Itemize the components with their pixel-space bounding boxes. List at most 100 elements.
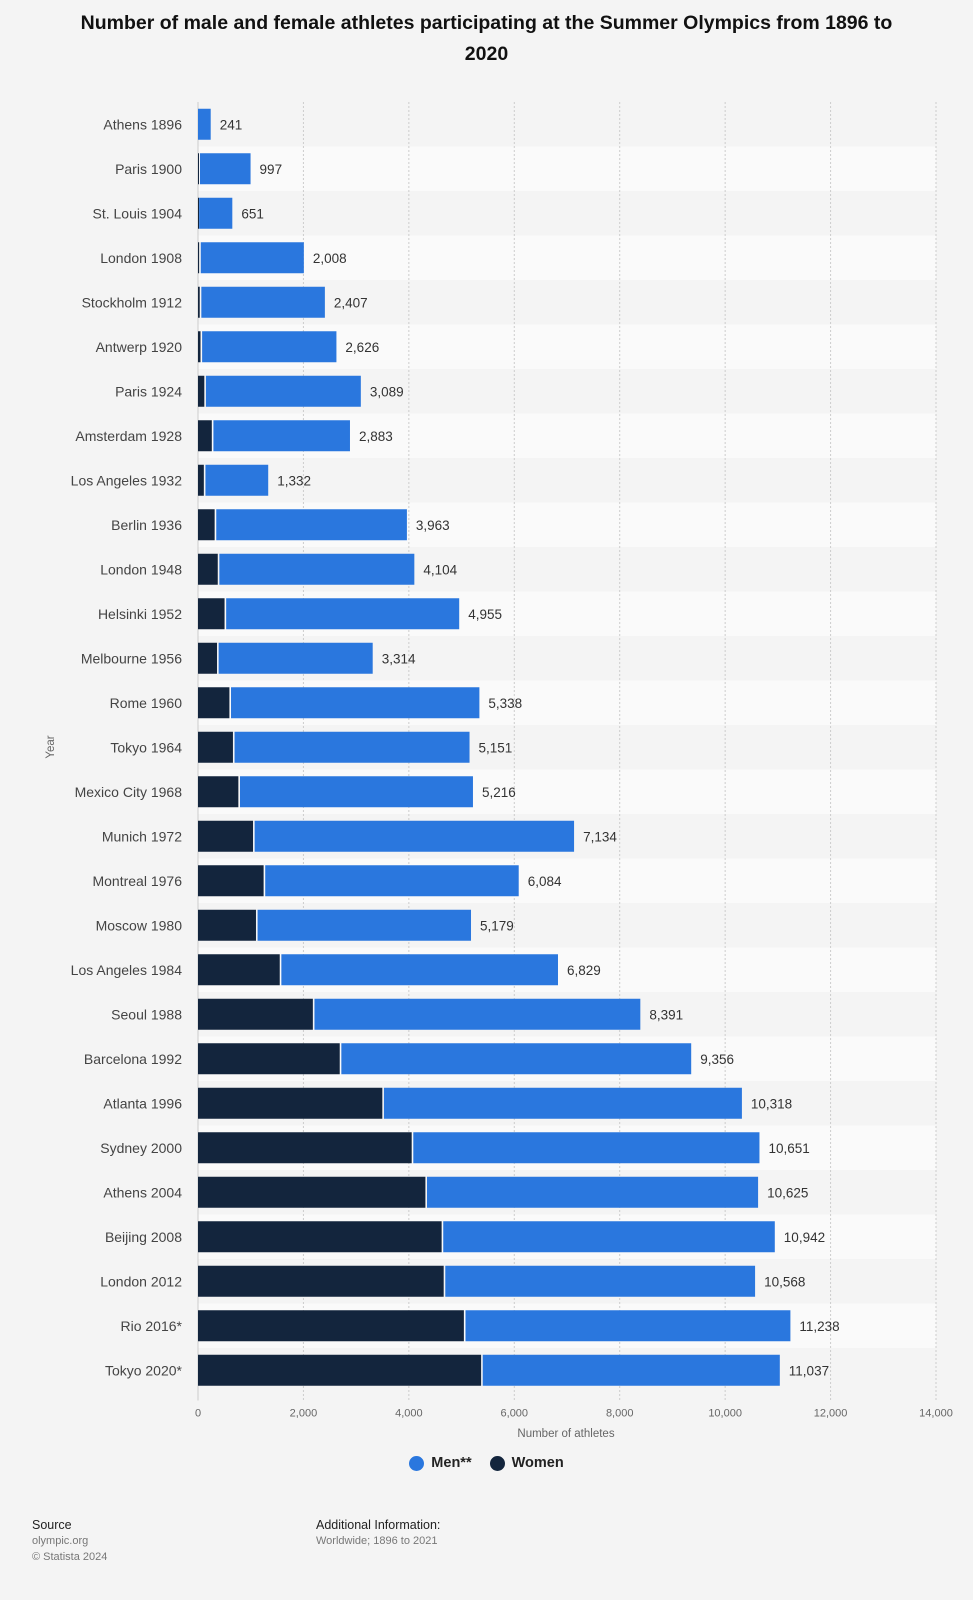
bar-men[interactable]	[465, 1310, 791, 1342]
bar-men[interactable]	[427, 1176, 759, 1208]
value-label: 1,332	[277, 473, 311, 488]
source-link[interactable]: olympic.org	[32, 1535, 89, 1547]
value-label: 2,626	[345, 340, 379, 355]
x-tick-label: 2,000	[290, 1408, 318, 1420]
x-tick-label: 10,000	[708, 1408, 742, 1420]
value-label: 5,338	[488, 696, 522, 711]
category-label: Montreal 1976	[92, 873, 182, 889]
value-label: 241	[220, 117, 243, 132]
bar-men[interactable]	[254, 820, 575, 852]
bar-men[interactable]	[200, 242, 304, 274]
value-label: 3,963	[416, 518, 450, 533]
bar-men[interactable]	[202, 331, 337, 363]
bar-women[interactable]	[198, 242, 200, 274]
bar-men[interactable]	[413, 1132, 760, 1164]
category-label: Munich 1972	[102, 828, 182, 844]
category-label: Amsterdam 1928	[75, 428, 182, 444]
bar-women[interactable]	[198, 598, 225, 630]
legend-men-label: Men**	[431, 1455, 472, 1471]
bar-men[interactable]	[281, 954, 558, 986]
bar-women[interactable]	[198, 642, 218, 674]
bar-men[interactable]	[205, 464, 269, 496]
bar-women[interactable]	[198, 1310, 464, 1342]
additional-info-text: Worldwide; 1896 to 2021	[316, 1535, 438, 1547]
value-label: 10,318	[751, 1096, 792, 1111]
chart-title: Number of male and female athletes parti…	[80, 12, 893, 65]
x-tick-label: 14,000	[919, 1408, 953, 1420]
bar-men[interactable]	[198, 108, 211, 140]
legend-women-marker	[489, 1455, 505, 1471]
bar-men[interactable]	[257, 909, 472, 941]
category-label: London 1908	[100, 250, 182, 266]
bar-men[interactable]	[199, 197, 233, 229]
labels: Athens 1896 241 Paris 1900 997 St. Louis 190…	[71, 116, 840, 1378]
bar-women[interactable]	[198, 731, 233, 763]
legend-item-men[interactable]: Men**	[409, 1455, 472, 1471]
bar-men[interactable]	[234, 731, 470, 763]
bar-men[interactable]	[383, 1087, 742, 1119]
category-label: Helsinki 1952	[98, 606, 182, 622]
category-label: Berlin 1936	[111, 517, 182, 533]
bar-women[interactable]	[198, 954, 280, 986]
bar-men[interactable]	[201, 286, 325, 318]
bar-women[interactable]	[198, 553, 218, 585]
bar-men[interactable]	[216, 509, 407, 541]
value-label: 10,651	[768, 1141, 809, 1156]
bar-men[interactable]	[239, 776, 473, 808]
bar-women[interactable]	[198, 197, 199, 229]
bar-women[interactable]	[198, 464, 204, 496]
value-label: 3,089	[370, 384, 404, 399]
bar-women[interactable]	[198, 998, 313, 1030]
category-label: Tokyo 1964	[110, 739, 182, 755]
category-label: Antwerp 1920	[96, 339, 183, 355]
bar-women[interactable]	[198, 375, 205, 407]
row-band	[198, 146, 936, 191]
bar-women[interactable]	[198, 1221, 442, 1253]
bar-women[interactable]	[198, 420, 212, 452]
bar-men[interactable]	[199, 153, 251, 185]
bar-men[interactable]	[445, 1265, 756, 1297]
source-heading: Source	[32, 1518, 72, 1532]
bar-women[interactable]	[198, 331, 201, 363]
category-label: Paris 1900	[115, 161, 182, 177]
bar-men[interactable]	[314, 998, 641, 1030]
source-block: Source olympic.org © Statista 2024	[32, 1517, 107, 1565]
category-label: Athens 1896	[103, 116, 182, 132]
category-label: Barcelona 1992	[84, 1051, 182, 1067]
value-label: 2,407	[334, 295, 368, 310]
bar-women[interactable]	[198, 909, 256, 941]
bar-women[interactable]	[198, 153, 199, 185]
category-label: Atlanta 1996	[103, 1095, 182, 1111]
value-label: 2,883	[359, 429, 393, 444]
bar-women[interactable]	[198, 776, 239, 808]
bar-women[interactable]	[198, 286, 200, 318]
bar-women[interactable]	[198, 1087, 383, 1119]
bar-women[interactable]	[198, 1176, 426, 1208]
value-label: 10,568	[764, 1274, 805, 1289]
bar-women[interactable]	[198, 820, 254, 852]
bar-men[interactable]	[341, 1043, 692, 1075]
bar-men[interactable]	[213, 420, 350, 452]
category-label: London 1948	[100, 561, 182, 577]
bar-men[interactable]	[443, 1221, 775, 1253]
bar-women[interactable]	[198, 1354, 482, 1386]
bar-men[interactable]	[231, 687, 480, 719]
additional-info-block: Additional Information: Worldwide; 1896 …	[316, 1517, 440, 1549]
legend-item-women[interactable]: Women	[489, 1455, 564, 1471]
bar-men[interactable]	[265, 865, 519, 897]
bar-women[interactable]	[198, 865, 264, 897]
bar-men[interactable]	[218, 642, 373, 674]
value-label: 6,829	[567, 963, 601, 978]
value-label: 997	[260, 162, 283, 177]
bar-women[interactable]	[198, 1043, 340, 1075]
bar-women[interactable]	[198, 1132, 412, 1164]
bar-women[interactable]	[198, 687, 230, 719]
bar-women[interactable]	[198, 509, 215, 541]
bar-men[interactable]	[219, 553, 415, 585]
bar-women[interactable]	[198, 1265, 444, 1297]
bar-men[interactable]	[226, 598, 460, 630]
bar-men[interactable]	[482, 1354, 780, 1386]
category-label: Rio 2016*	[121, 1318, 183, 1334]
x-tick-label: 12,000	[814, 1408, 848, 1420]
bar-men[interactable]	[205, 375, 361, 407]
